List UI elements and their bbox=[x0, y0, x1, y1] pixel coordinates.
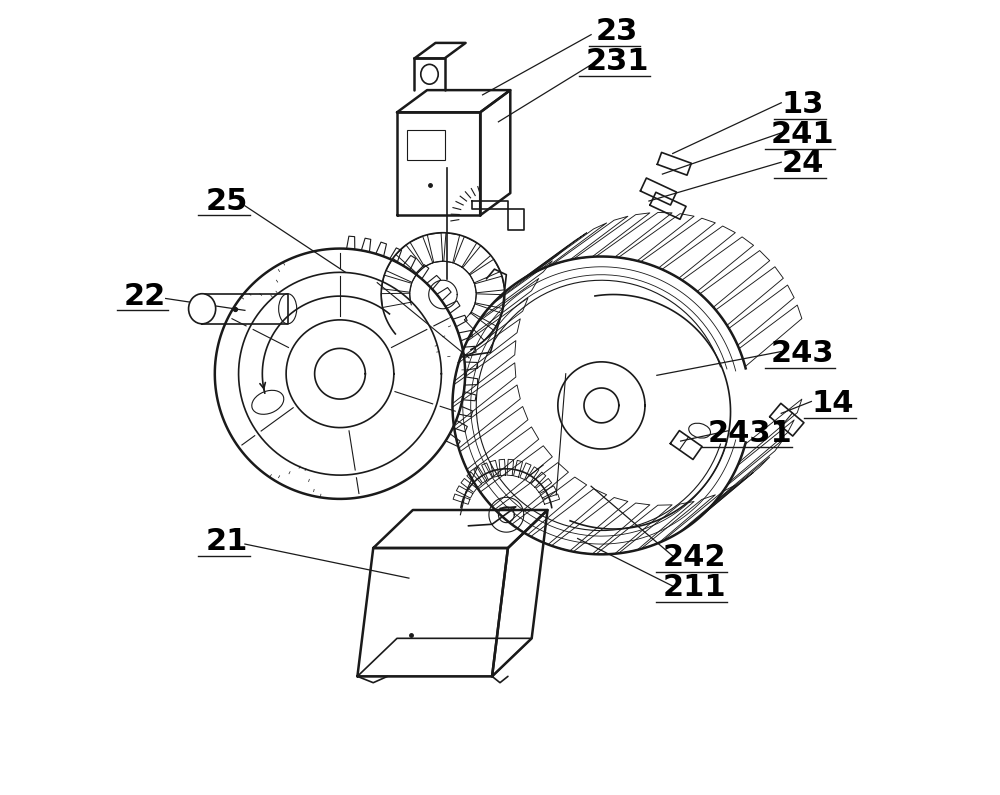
Text: 231: 231 bbox=[585, 47, 649, 76]
Text: 2431: 2431 bbox=[707, 419, 792, 448]
Text: 211: 211 bbox=[662, 573, 726, 602]
Bar bbox=[407, 130, 445, 160]
Text: 23: 23 bbox=[596, 17, 638, 46]
Text: 25: 25 bbox=[205, 187, 248, 215]
Text: 13: 13 bbox=[781, 90, 824, 119]
Ellipse shape bbox=[189, 293, 216, 324]
Text: 14: 14 bbox=[811, 390, 854, 418]
Text: 242: 242 bbox=[662, 543, 726, 572]
Text: 243: 243 bbox=[771, 339, 834, 368]
Text: 22: 22 bbox=[124, 281, 166, 311]
Text: 241: 241 bbox=[771, 120, 834, 149]
Text: 24: 24 bbox=[781, 149, 824, 178]
Ellipse shape bbox=[279, 293, 297, 324]
Text: 21: 21 bbox=[205, 527, 248, 556]
